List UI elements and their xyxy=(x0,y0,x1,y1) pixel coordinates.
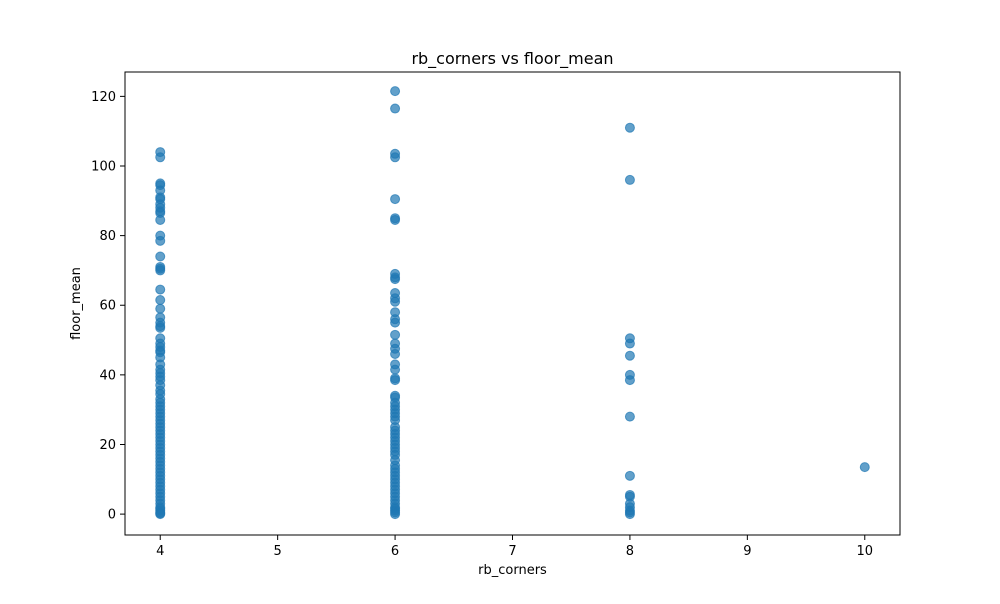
scatter-point xyxy=(390,86,401,97)
x-tick-label: 6 xyxy=(391,544,399,559)
y-tick-label: 0 xyxy=(108,508,116,523)
scatter-point xyxy=(390,375,401,386)
scatter-point xyxy=(624,174,635,185)
x-tick-label: 8 xyxy=(626,544,634,559)
y-tick-label: 20 xyxy=(99,438,116,453)
scatter-point xyxy=(390,317,401,328)
scatter-point xyxy=(390,348,401,359)
scatter-point xyxy=(390,509,401,520)
scatter-point xyxy=(624,375,635,386)
scatter-point xyxy=(624,509,635,520)
scatter-point xyxy=(155,152,166,163)
y-tick-label: 120 xyxy=(91,90,116,105)
x-tick-label: 5 xyxy=(274,544,282,559)
x-axis: 4 5 6 7 8 9 10 xyxy=(156,535,873,559)
scatter-point xyxy=(155,509,166,520)
scatter-point xyxy=(390,296,401,307)
x-tick-label: 10 xyxy=(856,544,873,559)
y-tick-label: 40 xyxy=(99,368,116,383)
scatter-point xyxy=(390,329,401,340)
x-tick-label: 7 xyxy=(508,544,516,559)
scatter-point xyxy=(390,152,401,163)
x-axis-label: rb_corners xyxy=(478,563,547,578)
scatter-point xyxy=(390,364,401,375)
scatter-point xyxy=(390,274,401,285)
y-axis-label: floor_mean xyxy=(69,267,84,340)
scatter-point xyxy=(155,251,166,262)
x-tick-label: 4 xyxy=(156,544,164,559)
scatter-point xyxy=(624,411,635,422)
scatter-point xyxy=(155,235,166,246)
x-tick-label: 9 xyxy=(743,544,751,559)
scatter-point xyxy=(390,103,401,114)
scatter-point xyxy=(390,214,401,225)
scatter-point xyxy=(624,338,635,349)
scatter-point xyxy=(624,350,635,361)
scatter-point xyxy=(155,303,166,314)
data-points xyxy=(155,86,870,520)
scatter-point xyxy=(155,322,166,333)
y-tick-label: 80 xyxy=(99,229,116,244)
y-tick-label: 60 xyxy=(99,299,116,314)
scatter-point xyxy=(390,194,401,205)
y-tick-label: 100 xyxy=(91,159,116,174)
scatter-point xyxy=(624,470,635,481)
scatter-point xyxy=(155,295,166,306)
scatter-point xyxy=(155,265,166,276)
scatter-point xyxy=(155,214,166,225)
chart-title: rb_corners vs floor_mean xyxy=(411,49,613,69)
scatter-point xyxy=(624,122,635,133)
scatter-point xyxy=(859,462,870,473)
y-axis: 0 20 40 60 80 100 120 xyxy=(91,90,125,523)
scatter-point xyxy=(155,284,166,295)
